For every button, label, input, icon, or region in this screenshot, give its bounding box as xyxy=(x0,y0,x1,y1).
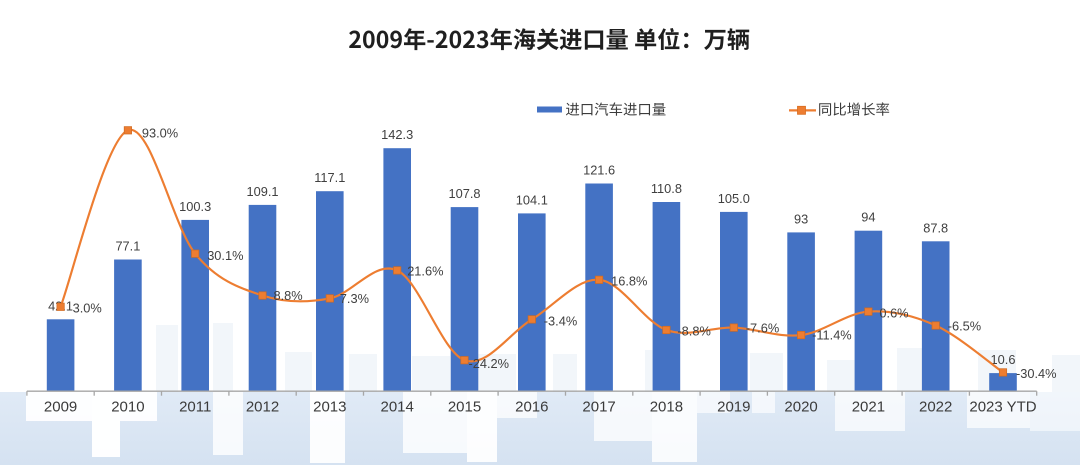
svg-text:77.1: 77.1 xyxy=(115,239,140,254)
svg-text:2017: 2017 xyxy=(582,399,615,416)
svg-text:-7.6%: -7.6% xyxy=(746,321,779,336)
svg-text:16.8%: 16.8% xyxy=(611,273,647,288)
svg-text:-30.4%: -30.4% xyxy=(1016,366,1057,381)
svg-text:2012: 2012 xyxy=(246,399,279,416)
svg-text:2010: 2010 xyxy=(111,399,144,416)
svg-text:3.0%: 3.0% xyxy=(73,300,102,315)
svg-text:10.6: 10.6 xyxy=(991,352,1016,367)
svg-text:100.3: 100.3 xyxy=(179,199,211,214)
svg-text:93: 93 xyxy=(794,211,808,226)
svg-text:0.6%: 0.6% xyxy=(879,306,908,321)
svg-text:2022: 2022 xyxy=(919,399,952,416)
svg-text:-8.8%: -8.8% xyxy=(677,324,710,339)
svg-text:121.6: 121.6 xyxy=(583,163,615,178)
svg-text:2014: 2014 xyxy=(381,399,414,416)
svg-text:94: 94 xyxy=(861,210,875,225)
svg-text:107.8: 107.8 xyxy=(448,186,480,201)
svg-text:2018: 2018 xyxy=(650,399,683,416)
svg-text:2009: 2009 xyxy=(44,399,77,416)
svg-text:-3.4%: -3.4% xyxy=(544,313,577,328)
svg-text:105.0: 105.0 xyxy=(718,191,750,206)
svg-text:110.8: 110.8 xyxy=(651,181,682,196)
svg-text:7.3%: 7.3% xyxy=(340,291,369,306)
svg-text:30.1%: 30.1% xyxy=(207,248,243,263)
svg-text:142.3: 142.3 xyxy=(381,127,413,142)
svg-text:-24.2%: -24.2% xyxy=(469,356,510,371)
svg-text:2013: 2013 xyxy=(313,399,346,416)
svg-text:2023 YTD: 2023 YTD xyxy=(969,399,1036,416)
svg-text:21.6%: 21.6% xyxy=(407,264,443,279)
svg-text:2019: 2019 xyxy=(717,399,750,416)
svg-text:93.0%: 93.0% xyxy=(142,125,178,140)
svg-text:-6.5%: -6.5% xyxy=(948,319,981,334)
svg-text:87.8: 87.8 xyxy=(923,220,948,235)
svg-text:2020: 2020 xyxy=(784,399,817,416)
svg-text:8.8%: 8.8% xyxy=(274,288,303,303)
svg-text:109.1: 109.1 xyxy=(246,184,278,199)
svg-text:104.1: 104.1 xyxy=(516,192,548,207)
svg-text:2021: 2021 xyxy=(852,399,885,416)
svg-text:-11.4%: -11.4% xyxy=(812,328,852,343)
svg-text:2011: 2011 xyxy=(179,399,211,416)
svg-text:2015: 2015 xyxy=(448,399,481,416)
svg-text:2016: 2016 xyxy=(515,399,548,416)
svg-text:117.1: 117.1 xyxy=(314,170,345,185)
